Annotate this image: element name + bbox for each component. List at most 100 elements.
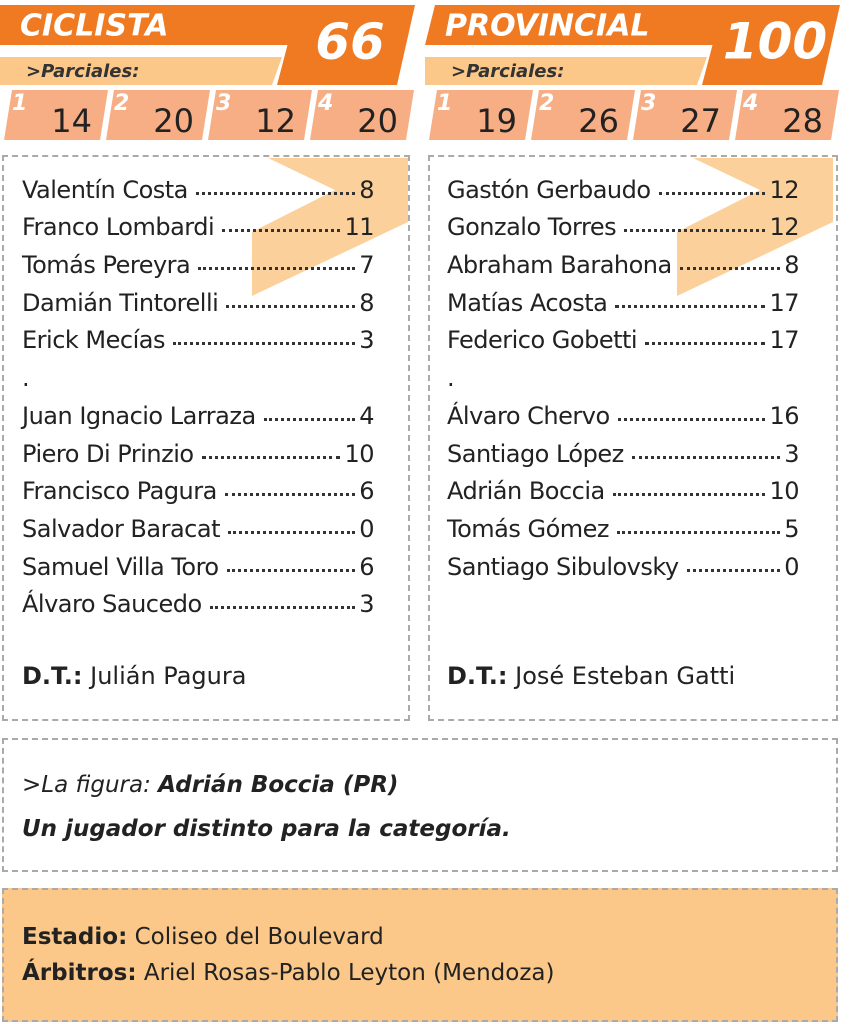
figure-comment: Un jugador distinto para la categoría.: [22, 816, 511, 842]
leader: [172, 342, 356, 346]
decoration: [252, 158, 408, 296]
roster: Valentín Costa 8 Franco Lombardi 11 Tomás Pe…: [22, 166, 374, 619]
quarter-cell: [531, 90, 635, 140]
quarter-points: 28: [782, 102, 823, 140]
name-band: [425, 5, 737, 45]
quarter-cell: [106, 90, 210, 140]
partials-band: [0, 57, 282, 85]
player-points: 8: [784, 251, 799, 280]
quarter-points: 12: [255, 102, 296, 140]
player-points: 6: [359, 477, 374, 506]
player-points: 16: [769, 401, 799, 430]
leader: [645, 342, 766, 346]
decoration: [677, 158, 833, 296]
leader: [624, 229, 766, 233]
player-points: 0: [359, 514, 374, 543]
player-row: Álvaro Saucedo 3: [22, 581, 374, 619]
figure-line: >La figura: Adrián Boccia (PR): [22, 772, 398, 798]
referees-label: Árbitros:: [22, 960, 137, 986]
quarter-label: 4: [317, 91, 333, 116]
referees-line: Árbitros: Ariel Rosas-Pablo Leyton (Mend…: [22, 960, 554, 986]
header-graphics: CICLISTA 66>Parciales:1 14 2 20 3 12 4 20PROVINC…: [0, 5, 840, 296]
player-name: Tomás Pereyra: [22, 251, 191, 280]
score-box: [702, 5, 840, 85]
player-name: Gastón Gerbaudo: [447, 175, 651, 204]
leader: [224, 493, 356, 497]
leader: [226, 568, 356, 572]
player-points: 17: [769, 288, 799, 317]
stadium-line: Estadio: Coliseo del Boulevard: [22, 924, 384, 950]
team-name: PROVINCIAL: [445, 9, 650, 44]
quarter-points: 20: [357, 102, 398, 140]
player-points: 0: [784, 552, 799, 581]
roster: Gastón Gerbaudo 12 Gonzalo Torres 12 Abraham…: [447, 166, 799, 581]
leader: [631, 455, 781, 459]
player-name: Matías Acosta: [447, 288, 608, 317]
quarter-points: 19: [476, 102, 517, 140]
separator-dot: .: [447, 364, 455, 393]
player-row: Federico Gobetti 17: [447, 317, 799, 355]
leader: [617, 530, 781, 534]
player-row: Damián Tintorelli 8: [22, 279, 374, 317]
partials-label: >Parciales:: [451, 61, 564, 82]
player-row: Tomás Pereyra 7: [22, 241, 374, 279]
player-points: 10: [769, 477, 799, 506]
quarter-cell: [4, 90, 108, 140]
player-points: 3: [359, 326, 374, 355]
info-box: Estadio: Coliseo del Boulevard Árbitros:…: [2, 888, 838, 1022]
player-points: 3: [359, 590, 374, 619]
player-row: Tomás Gómez 5: [447, 505, 799, 543]
player-name: Francisco Pagura: [22, 477, 217, 506]
quarter-cell: [633, 90, 737, 140]
partials-band: [425, 57, 707, 85]
player-points: 8: [359, 288, 374, 317]
player-name: Erick Mecías: [22, 326, 165, 355]
player-points: 12: [769, 175, 799, 204]
player-row: Piero Di Prinzio 10: [22, 430, 374, 468]
player-row: Santiago Sibulovsky 0: [447, 543, 799, 581]
quarter-cell: [735, 90, 839, 140]
figure-label: >La figura:: [22, 772, 151, 798]
leader: [263, 417, 356, 421]
stadium: Coliseo del Boulevard: [134, 924, 384, 950]
player-name: Juan Ignacio Larraza: [22, 401, 256, 430]
leader: [679, 267, 781, 271]
coach-name: Julián Pagura: [90, 662, 247, 690]
player-name: Salvador Baracat: [22, 514, 221, 543]
player-row: Santiago López 3: [447, 430, 799, 468]
separator: .: [447, 354, 799, 392]
quarter-cell: [310, 90, 414, 140]
coach-line: D.T.: Julián Pagura: [22, 662, 246, 690]
quarter-label: 4: [742, 91, 758, 116]
player-points: 10: [344, 439, 374, 468]
score-box: [277, 5, 415, 85]
player-row: Adrián Boccia 10: [447, 468, 799, 506]
player-name: Piero Di Prinzio: [22, 439, 194, 468]
player-name: Gonzalo Torres: [447, 213, 617, 242]
quarter-points: 26: [578, 102, 619, 140]
coach-line: D.T.: José Esteban Gatti: [447, 662, 735, 690]
stadium-label: Estadio:: [22, 924, 128, 950]
player-row: Matías Acosta 17: [447, 279, 799, 317]
referees: Ariel Rosas-Pablo Leyton (Mendoza): [143, 960, 555, 986]
leader: [209, 606, 356, 610]
leader: [198, 267, 356, 271]
player-name: Santiago López: [447, 439, 624, 468]
player-points: 11: [344, 213, 374, 242]
quarter-label: 1: [437, 91, 452, 116]
leader: [658, 191, 766, 195]
leader: [228, 530, 356, 534]
player-points: 3: [784, 439, 799, 468]
player-name: Santiago Sibulovsky: [447, 552, 679, 581]
player-row: Samuel Villa Toro 6: [22, 543, 374, 581]
coach-name: José Esteban Gatti: [515, 662, 736, 690]
team-score: 66: [315, 13, 385, 71]
player-name: Abraham Barahona: [447, 251, 672, 280]
quarter-points: 27: [680, 102, 721, 140]
coach-label: D.T.:: [447, 662, 508, 690]
quarter-label: 3: [641, 91, 656, 116]
roster-box: [2, 155, 410, 721]
quarter-cell: [429, 90, 533, 140]
player-points: 17: [769, 326, 799, 355]
